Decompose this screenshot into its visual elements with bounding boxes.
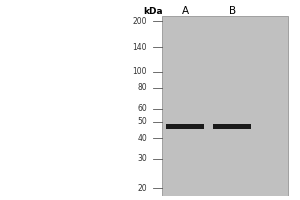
Text: kDa: kDa [143,7,163,16]
Text: B: B [229,6,236,16]
Text: 60: 60 [137,104,147,113]
Text: 50: 50 [137,117,147,126]
Text: 30: 30 [137,154,147,163]
Text: 140: 140 [133,43,147,52]
Bar [166,124,204,129]
Text: 40: 40 [137,134,147,143]
Text: A: A [182,6,189,16]
Text: 100: 100 [133,67,147,76]
Text: 80: 80 [137,83,147,92]
Bar [213,124,251,129]
Text: 200: 200 [133,17,147,26]
Bar [162,16,288,196]
Text: 20: 20 [137,184,147,193]
